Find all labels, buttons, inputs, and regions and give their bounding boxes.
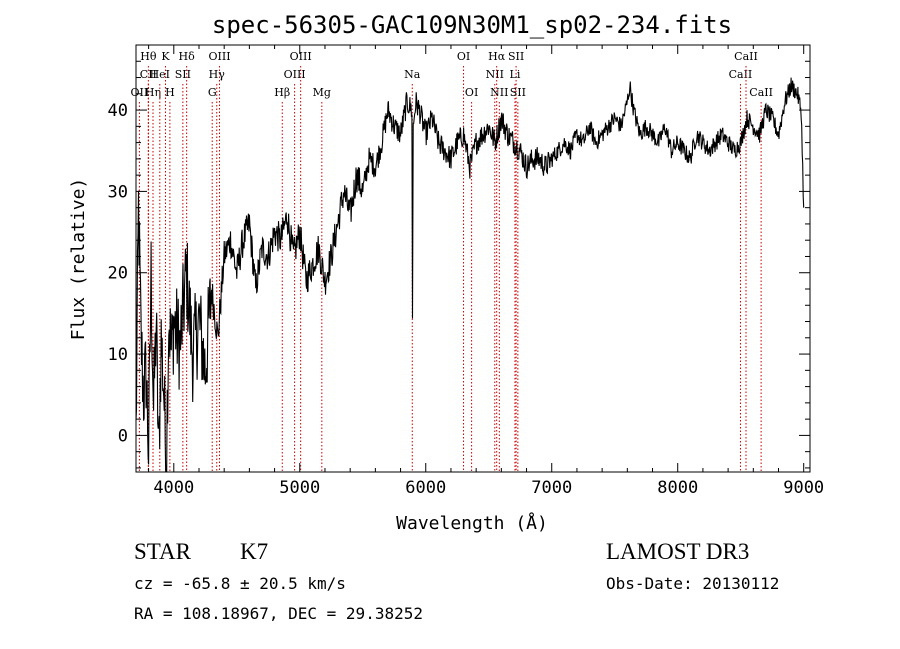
line-marker-label: K <box>161 50 170 63</box>
tick-group: 4000 5000 6000 7000 8000 9000 0 10 20 30 40 <box>108 45 824 498</box>
line-marker-label: SII <box>508 50 524 63</box>
line-marker-label: CII <box>140 68 157 81</box>
line-marker-label: OI <box>465 86 478 99</box>
line-marker-label: OII <box>131 86 149 99</box>
object-class: STAR <box>134 539 191 564</box>
redshift-readout: cz = -65.8 ± 20.5 km/s <box>134 574 346 593</box>
x-tick-label: 5000 <box>279 478 320 498</box>
line-marker-label: NII <box>490 86 508 99</box>
line-marker-label: SII <box>510 86 526 99</box>
coordinates-readout: RA = 108.18967, DEC = 29.38252 <box>134 604 423 623</box>
line-marker-label: Hγ <box>209 68 226 81</box>
line-marker-label: Li <box>510 68 521 81</box>
plot-frame <box>135 44 811 473</box>
line-marker-label: Hβ <box>274 86 290 99</box>
line-marker-label: Mg <box>313 86 331 99</box>
chart-title: spec-56305-GAC109N30M1_sp02-234.fits <box>212 11 732 39</box>
y-tick-label: 10 <box>108 345 128 365</box>
line-marker-label: OIII <box>290 50 312 63</box>
spectrum-line <box>135 77 805 473</box>
line-marker-label: Hδ <box>179 50 196 63</box>
x-tick-label: 4000 <box>153 478 194 498</box>
line-marker-label: HeI <box>150 68 170 81</box>
y-tick-label: 20 <box>108 264 128 284</box>
y-tick-label: 30 <box>108 182 128 202</box>
line-marker-label: CaII <box>734 50 758 63</box>
y-axis-label: Flux (relative) <box>68 178 89 341</box>
line-marker-label: OIII <box>284 68 306 81</box>
x-tick-label: 7000 <box>531 478 572 498</box>
line-marker-label: OIII <box>208 50 230 63</box>
x-tick-label: 8000 <box>657 478 698 498</box>
obs-date: Obs-Date: 20130112 <box>606 574 780 593</box>
line-marker-label: H <box>165 86 175 99</box>
line-marker-label: CaII <box>749 86 773 99</box>
line-marker-label: OI <box>457 50 470 63</box>
line-marker-label: Na <box>404 68 421 81</box>
x-axis-label: Wavelength (Å) <box>396 512 548 534</box>
line-marker-label: Hθ <box>140 50 157 63</box>
line-marker-label: CaII <box>729 68 753 81</box>
line-marker-label: SII <box>175 68 191 81</box>
line-marker-group: HθCIIOIIHηHeIKHSIIHδGOIIIHγHβOIIIOIIIMgN… <box>131 50 773 472</box>
line-marker-label: NII <box>486 68 504 81</box>
line-marker-label: Hη <box>145 86 161 99</box>
x-tick-label: 6000 <box>405 478 446 498</box>
line-marker-label: G <box>208 86 217 99</box>
x-tick-label: 9000 <box>783 478 824 498</box>
survey-name: LAMOST DR3 <box>606 539 750 564</box>
line-marker-label: Hα <box>488 50 506 63</box>
y-tick-label: 0 <box>118 426 128 446</box>
object-subclass: K7 <box>240 539 269 564</box>
y-tick-label: 40 <box>108 101 128 121</box>
